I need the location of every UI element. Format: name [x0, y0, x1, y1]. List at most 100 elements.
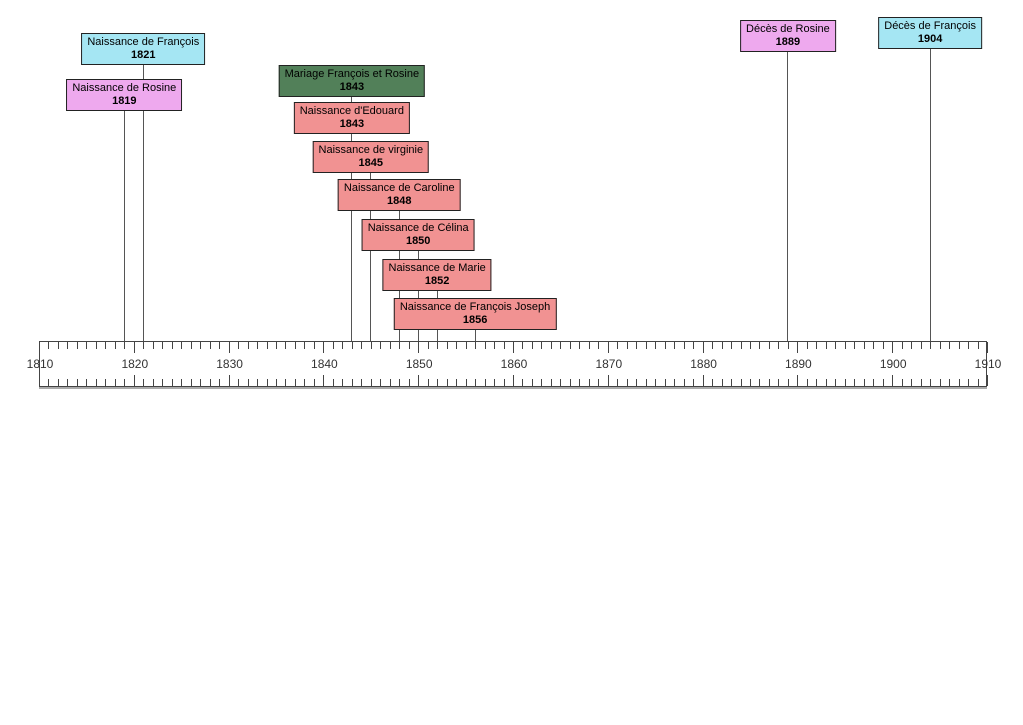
axis-tick-1905-bottom	[939, 379, 941, 386]
axis-tick-1864-bottom	[550, 379, 552, 386]
axis-tick-1823-bottom	[162, 379, 164, 386]
event-year: 1850	[405, 235, 431, 247]
axis-tick-1875-bottom	[655, 379, 657, 386]
axis-tick-1892-bottom	[816, 379, 818, 386]
axis-tick-1895-top	[844, 342, 846, 349]
event-box-naissance-de-marie[interactable]: Naissance de Marie 1852	[382, 259, 492, 291]
axis-tick-1893-bottom	[825, 379, 827, 386]
axis-tick-1892-top	[816, 342, 818, 349]
axis-tick-1819-bottom	[124, 379, 126, 386]
axis-tick-1822-top	[152, 342, 154, 349]
axis-tick-1851-bottom	[427, 379, 429, 386]
axis-tick-1818-top	[114, 342, 116, 349]
axis-tick-1861-top	[522, 342, 524, 349]
axis-tick-1907-bottom	[958, 379, 960, 386]
axis-tick-1817-bottom	[105, 379, 107, 386]
axis-tick-1909-top	[977, 342, 979, 349]
event-box-deces-de-rosine[interactable]: Décès de Rosine 1889	[740, 20, 836, 52]
event-box-naissance-de-rosine[interactable]: Naissance de Rosine 1819	[66, 79, 183, 111]
axis-tick-1828-top	[209, 342, 211, 349]
axis-tick-1902-top	[911, 342, 913, 349]
axis-tick-1830-bottom	[228, 375, 230, 386]
event-box-naissance-de-virginie[interactable]: Naissance de virginie 1845	[312, 141, 430, 173]
axis-tick-1862-top	[531, 342, 533, 349]
axis-tick-1890-top	[797, 342, 799, 353]
axis-tick-1860-top	[513, 342, 514, 353]
axis-tick-1888-bottom	[778, 379, 780, 386]
axis-tick-1810-bottom	[39, 375, 40, 386]
axis-tick-1849-top	[408, 342, 410, 349]
axis-tick-1872-top	[626, 342, 628, 349]
axis-tick-1876-top	[664, 342, 666, 349]
axis-tick-1847-bottom	[389, 379, 391, 386]
axis-tick-1901-top	[901, 342, 903, 349]
axis-tick-1882-bottom	[721, 379, 723, 386]
axis-tick-1910-bottom	[987, 375, 988, 386]
axis-tick-1816-top	[95, 342, 97, 349]
axis-tick-1841-bottom	[332, 379, 334, 386]
axis-tick-1880-top	[702, 342, 704, 353]
event-line-naissance-de-francois-joseph	[474, 330, 476, 341]
axis-label-1900: 1900	[879, 357, 907, 371]
axis-tick-1843-top	[351, 342, 353, 349]
axis-tick-1881-top	[712, 342, 714, 349]
axis-tick-1895-bottom	[844, 379, 846, 386]
event-label: Naissance de Caroline	[343, 182, 455, 194]
axis-tick-1894-top	[835, 342, 837, 349]
axis-tick-1811-top	[48, 342, 50, 349]
event-box-deces-de-francois[interactable]: Décès de François 1904	[878, 17, 982, 49]
axis-tick-1813-bottom	[67, 379, 69, 386]
axis-tick-1863-bottom	[541, 379, 543, 386]
axis-tick-1890-bottom	[797, 375, 799, 386]
axis-tick-1828-bottom	[209, 379, 211, 386]
axis-tick-1814-top	[76, 342, 78, 349]
axis-tick-1819-top	[124, 342, 126, 349]
axis-tick-1903-top	[920, 342, 922, 349]
axis-tick-1817-top	[105, 342, 107, 349]
axis-tick-1863-top	[541, 342, 543, 349]
event-box-naissance-de-celina[interactable]: Naissance de Célina 1850	[361, 219, 475, 251]
axis-tick-1844-top	[361, 342, 363, 349]
axis-tick-1868-top	[588, 342, 590, 349]
axis-tick-1886-top	[759, 342, 761, 349]
event-box-naissance-de-francois[interactable]: Naissance de François 1821	[81, 33, 206, 65]
axis-tick-1822-bottom	[152, 379, 154, 386]
event-box-naissance-d-edouard[interactable]: Naissance d'Edouard 1843	[293, 102, 410, 134]
axis-tick-1839-top	[313, 342, 315, 349]
event-label: Naissance de Rosine	[72, 82, 177, 94]
axis-tick-1848-bottom	[399, 379, 401, 386]
axis-label-1890: 1890	[785, 357, 812, 371]
axis-tick-1836-top	[285, 342, 287, 349]
event-box-mariage-francois-et-rosine[interactable]: Mariage François et Rosine 1843	[278, 65, 426, 97]
axis-label-1830: 1830	[216, 357, 243, 371]
event-line-naissance-d-edouard	[351, 134, 353, 341]
axis-tick-1877-bottom	[674, 379, 676, 386]
axis-tick-1887-bottom	[768, 379, 770, 386]
axis-tick-1835-top	[276, 342, 277, 349]
axis-tick-1884-top	[740, 342, 742, 349]
axis-tick-1859-bottom	[503, 379, 505, 386]
axis-tick-1867-top	[579, 342, 581, 349]
axis-tick-1818-bottom	[114, 379, 116, 386]
event-box-naissance-de-francois-joseph[interactable]: Naissance de François Joseph 1856	[393, 298, 557, 330]
axis-tick-1825-bottom	[181, 379, 183, 386]
axis-tick-1829-top	[219, 342, 221, 349]
axis-tick-1870-top	[607, 342, 609, 353]
axis-tick-1836-bottom	[285, 379, 287, 386]
axis-tick-1883-top	[731, 342, 733, 349]
axis-tick-1826-bottom	[190, 379, 192, 386]
axis-tick-1883-bottom	[731, 379, 733, 386]
axis-tick-1849-bottom	[408, 379, 410, 386]
event-box-naissance-de-caroline[interactable]: Naissance de Caroline 1848	[337, 179, 461, 211]
axis-tick-1902-bottom	[911, 379, 913, 386]
event-label: Naissance de François Joseph	[399, 301, 551, 313]
axis-tick-1848-top	[399, 342, 401, 349]
axis-tick-1838-bottom	[304, 379, 306, 386]
axis-tick-1896-top	[854, 342, 856, 349]
axis-tick-1854-bottom	[456, 379, 458, 386]
axis-tick-1864-top	[550, 342, 552, 349]
axis-tick-1900-bottom	[892, 375, 894, 386]
axis-tick-1856-top	[475, 342, 477, 349]
axis-tick-1880-bottom	[702, 375, 704, 386]
